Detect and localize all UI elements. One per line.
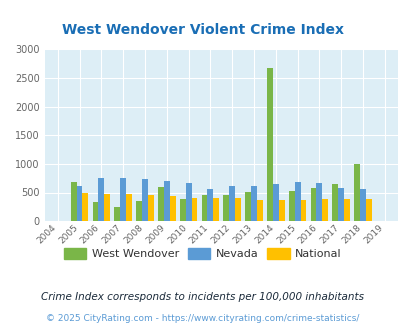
- Bar: [315, 183, 322, 221]
- Bar: [201, 195, 207, 221]
- Bar: [250, 186, 256, 221]
- Bar: [120, 178, 126, 221]
- Bar: [294, 182, 300, 221]
- Bar: [337, 188, 343, 221]
- Bar: [213, 198, 219, 221]
- Bar: [245, 192, 250, 221]
- Legend: West Wendover, Nevada, National: West Wendover, Nevada, National: [60, 244, 345, 263]
- Bar: [169, 196, 175, 221]
- Bar: [158, 187, 163, 221]
- Bar: [126, 194, 132, 221]
- Text: West Wendover Violent Crime Index: West Wendover Violent Crime Index: [62, 23, 343, 37]
- Text: Crime Index corresponds to incidents per 100,000 inhabitants: Crime Index corresponds to incidents per…: [41, 292, 364, 302]
- Bar: [353, 164, 359, 221]
- Bar: [332, 184, 337, 221]
- Bar: [207, 189, 213, 221]
- Bar: [104, 194, 110, 221]
- Bar: [229, 186, 234, 221]
- Bar: [272, 184, 278, 221]
- Bar: [310, 188, 315, 221]
- Bar: [185, 183, 191, 221]
- Bar: [256, 200, 262, 221]
- Bar: [191, 198, 197, 221]
- Bar: [147, 195, 153, 221]
- Bar: [163, 181, 169, 221]
- Bar: [77, 186, 82, 221]
- Bar: [365, 199, 371, 221]
- Bar: [288, 191, 294, 221]
- Bar: [70, 182, 77, 221]
- Bar: [300, 200, 306, 221]
- Bar: [223, 195, 229, 221]
- Bar: [82, 193, 88, 221]
- Bar: [343, 199, 349, 221]
- Bar: [136, 201, 142, 221]
- Bar: [266, 68, 272, 221]
- Bar: [98, 178, 104, 221]
- Bar: [234, 198, 241, 221]
- Bar: [359, 189, 365, 221]
- Bar: [114, 207, 120, 221]
- Bar: [322, 199, 327, 221]
- Bar: [92, 202, 98, 221]
- Text: © 2025 CityRating.com - https://www.cityrating.com/crime-statistics/: © 2025 CityRating.com - https://www.city…: [46, 314, 359, 323]
- Bar: [179, 199, 185, 221]
- Bar: [278, 200, 284, 221]
- Bar: [142, 179, 147, 221]
